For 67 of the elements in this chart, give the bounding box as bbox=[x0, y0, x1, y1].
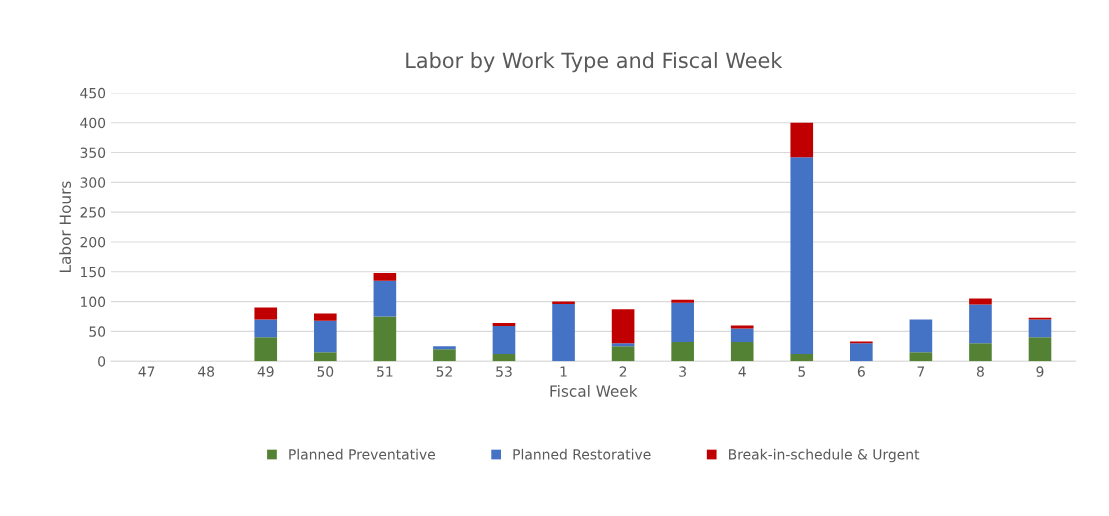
legend-label: Planned Restorative bbox=[513, 448, 651, 460]
bar bbox=[433, 346, 456, 350]
bar bbox=[671, 299, 694, 303]
bar bbox=[313, 320, 337, 353]
bar bbox=[611, 346, 635, 362]
bar bbox=[254, 337, 278, 362]
bar bbox=[671, 342, 694, 362]
x-axis-title: Fiscal Week bbox=[550, 385, 638, 397]
bar bbox=[730, 325, 754, 329]
bar bbox=[730, 328, 754, 343]
y-tick-label: 450 bbox=[80, 87, 106, 99]
y-tick-label: 200 bbox=[80, 236, 106, 248]
bar bbox=[611, 309, 635, 344]
bar bbox=[373, 272, 397, 281]
y-tick-label: 50 bbox=[89, 326, 106, 337]
x-tick-label: 5 bbox=[798, 366, 805, 377]
bar bbox=[671, 302, 694, 343]
bar bbox=[492, 354, 516, 362]
y-tick-label: 250 bbox=[80, 207, 106, 218]
y-tick-label: 150 bbox=[81, 266, 106, 278]
bar bbox=[969, 304, 992, 344]
x-tick-label: 8 bbox=[976, 366, 984, 377]
legend-label: Break-in-schedule & Urgent bbox=[729, 448, 920, 463]
x-tick-label: 50 bbox=[317, 366, 334, 377]
x-tick-label: 6 bbox=[857, 366, 865, 377]
x-tick-label: 4 bbox=[738, 366, 746, 377]
bar bbox=[254, 307, 278, 320]
bar bbox=[730, 342, 754, 362]
x-tick-label: 51 bbox=[377, 366, 393, 377]
bar bbox=[611, 343, 635, 347]
bar bbox=[552, 303, 575, 362]
y-tick-label: 300 bbox=[80, 177, 106, 188]
y-tick-label: 350 bbox=[80, 147, 106, 158]
x-tick-label: 53 bbox=[496, 366, 512, 377]
bar bbox=[969, 298, 992, 305]
bar bbox=[790, 354, 814, 362]
bar bbox=[313, 352, 337, 362]
bar bbox=[909, 319, 933, 353]
y-tick-label: 100 bbox=[81, 296, 106, 308]
y-axis-title: Labor Hours bbox=[59, 181, 72, 272]
bar bbox=[492, 323, 516, 327]
bar bbox=[254, 319, 278, 338]
bar bbox=[492, 326, 516, 355]
bar bbox=[909, 352, 933, 362]
x-tick-label: 47 bbox=[138, 366, 155, 377]
bar bbox=[433, 349, 456, 362]
legend-label: Planned Preventative bbox=[289, 448, 435, 460]
bar bbox=[969, 343, 992, 362]
y-tick-label: 400 bbox=[80, 117, 106, 129]
x-tick-label: 1 bbox=[560, 366, 567, 377]
bar bbox=[790, 157, 814, 355]
bar bbox=[373, 280, 397, 317]
x-tick-label: 48 bbox=[198, 366, 215, 377]
x-tick-label: 49 bbox=[257, 366, 274, 377]
x-tick-label: 52 bbox=[436, 366, 452, 377]
x-tick-label: 7 bbox=[917, 366, 925, 377]
x-tick-label: 9 bbox=[1036, 366, 1044, 377]
y-tick-label: 0 bbox=[98, 356, 106, 367]
bar bbox=[850, 343, 873, 362]
x-tick-label: 2 bbox=[619, 366, 627, 377]
chart-title: Labor by Work Type and Fiscal Week bbox=[406, 52, 783, 73]
bar bbox=[1028, 319, 1052, 338]
x-tick-label: 3 bbox=[679, 366, 686, 377]
bar bbox=[790, 122, 814, 158]
bar bbox=[1028, 337, 1052, 362]
bar bbox=[313, 313, 337, 321]
bar bbox=[373, 316, 397, 362]
